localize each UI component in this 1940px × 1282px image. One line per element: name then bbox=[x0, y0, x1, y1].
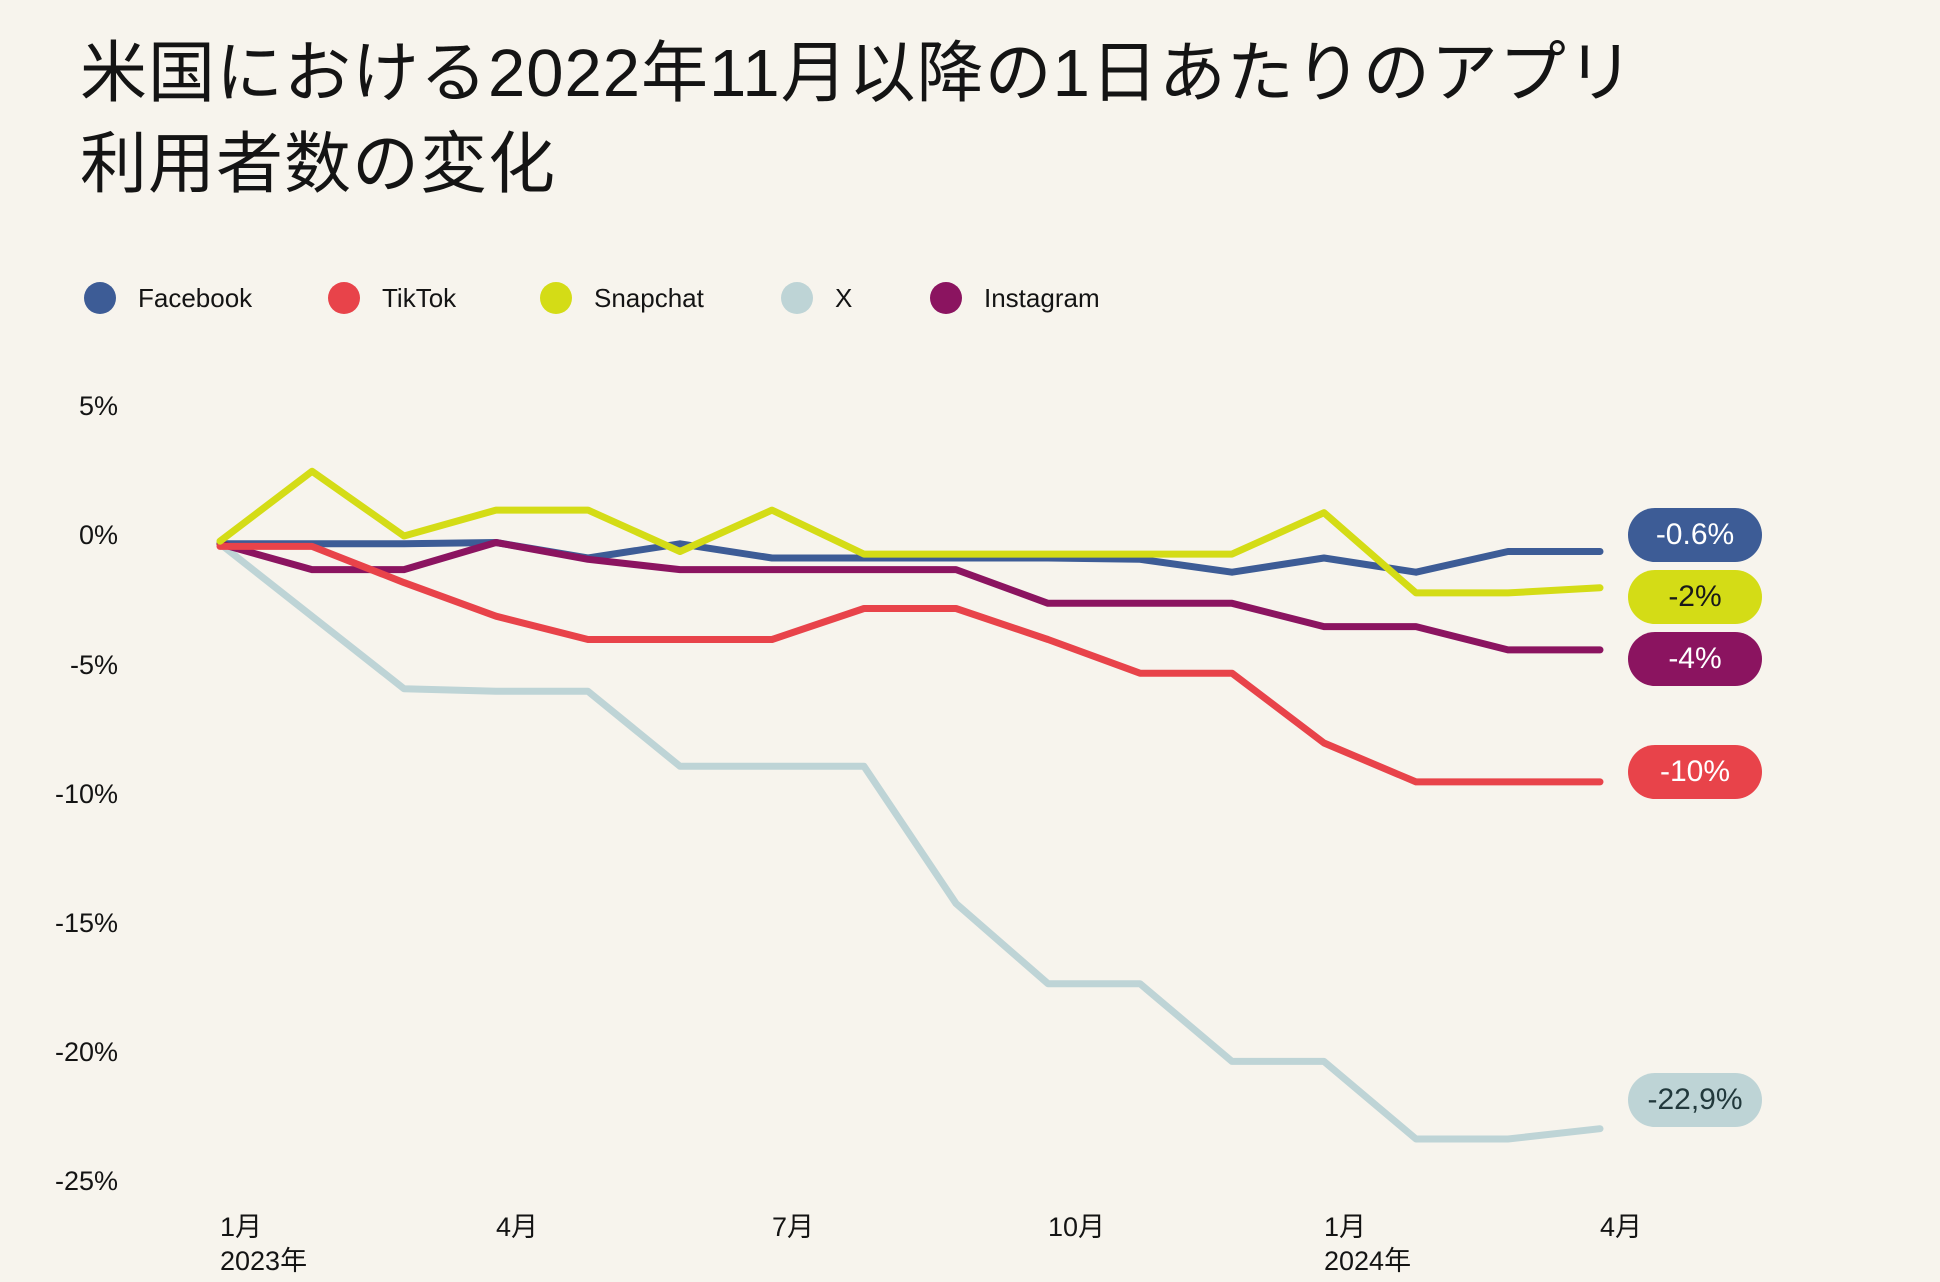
x-tick-month: 7月 bbox=[772, 1212, 815, 1242]
x-tick-jul2023: 7月 bbox=[772, 1205, 814, 1244]
y-tick-neg15: -15% bbox=[54, 908, 118, 938]
legend-label-tiktok: TikTok bbox=[382, 282, 457, 313]
legend-label-facebook: Facebook bbox=[138, 282, 253, 313]
x-tick-jan2023: 1月 2023年 bbox=[220, 1205, 307, 1276]
legend-item-tiktok: TikTok bbox=[328, 281, 456, 315]
y-tick-neg25: -25% bbox=[54, 1166, 118, 1196]
x-tick-month: 10月 bbox=[1048, 1212, 1106, 1242]
facebook-series-dot-icon bbox=[84, 282, 116, 314]
x-tick-month: 4月 bbox=[1600, 1212, 1643, 1242]
x-tick-month: 4月 bbox=[496, 1212, 539, 1242]
legend-item-x: X bbox=[781, 281, 852, 315]
line-x bbox=[216, 540, 1604, 1143]
line-snapchat bbox=[216, 467, 1604, 597]
x-tick-month: 1月 bbox=[220, 1212, 263, 1242]
y-tick-neg5: -5% bbox=[69, 650, 118, 680]
x-tick-month: 1月 bbox=[1324, 1212, 1367, 1242]
snapchat-series-dot-icon bbox=[540, 282, 572, 314]
x-tick-apr2024: 4月 bbox=[1600, 1205, 1642, 1244]
tiktok-series-dot-icon bbox=[328, 282, 360, 314]
x-tick-apr2023: 4月 bbox=[496, 1205, 538, 1244]
y-tick-neg20: -20% bbox=[54, 1037, 118, 1067]
legend-label-x: X bbox=[835, 282, 853, 313]
legend-item-snapchat: Snapchat bbox=[540, 281, 704, 315]
line-facebook bbox=[216, 539, 1604, 576]
line-tiktok bbox=[216, 542, 1604, 786]
y-tick-neg10: -10% bbox=[54, 779, 118, 809]
x-tick-year: 2024年 bbox=[1324, 1246, 1412, 1276]
legend-item-instagram: Instagram bbox=[930, 281, 1100, 315]
x-tick-oct2023: 10月 bbox=[1048, 1205, 1105, 1244]
x-tick-jan2024: 1月 2024年 bbox=[1324, 1205, 1411, 1276]
legend: Facebook TikTok Snapchat X Instagram bbox=[0, 281, 1940, 315]
title-line-2: 利用者数の変化 bbox=[80, 127, 556, 203]
legend-label-snapchat: Snapchat bbox=[594, 282, 704, 313]
y-tick-0: 0% bbox=[78, 520, 118, 550]
x-tick-year: 2023年 bbox=[220, 1246, 308, 1276]
end-value-badge-tiktok: -10% bbox=[1628, 745, 1762, 799]
end-value-badge-x: -22,9% bbox=[1628, 1073, 1762, 1127]
y-tick-5: 5% bbox=[78, 391, 118, 421]
title-line-1: 米国における2022年11月以降の1日あたりのアプリ bbox=[80, 36, 1635, 111]
page-title: 米国における2022年11月以降の1日あたりのアプリ 利用者数の変化 bbox=[80, 28, 1635, 210]
line-instagram bbox=[216, 539, 1604, 654]
x-series-dot-icon bbox=[781, 282, 813, 314]
end-value-badge-instagram: -4% bbox=[1628, 632, 1762, 686]
end-value-badge-facebook: -0.6% bbox=[1628, 508, 1762, 562]
end-value-badge-snapchat: -2% bbox=[1628, 570, 1762, 624]
legend-label-instagram: Instagram bbox=[984, 282, 1100, 313]
legend-item-facebook: Facebook bbox=[84, 281, 252, 315]
instagram-series-dot-icon bbox=[930, 282, 962, 314]
